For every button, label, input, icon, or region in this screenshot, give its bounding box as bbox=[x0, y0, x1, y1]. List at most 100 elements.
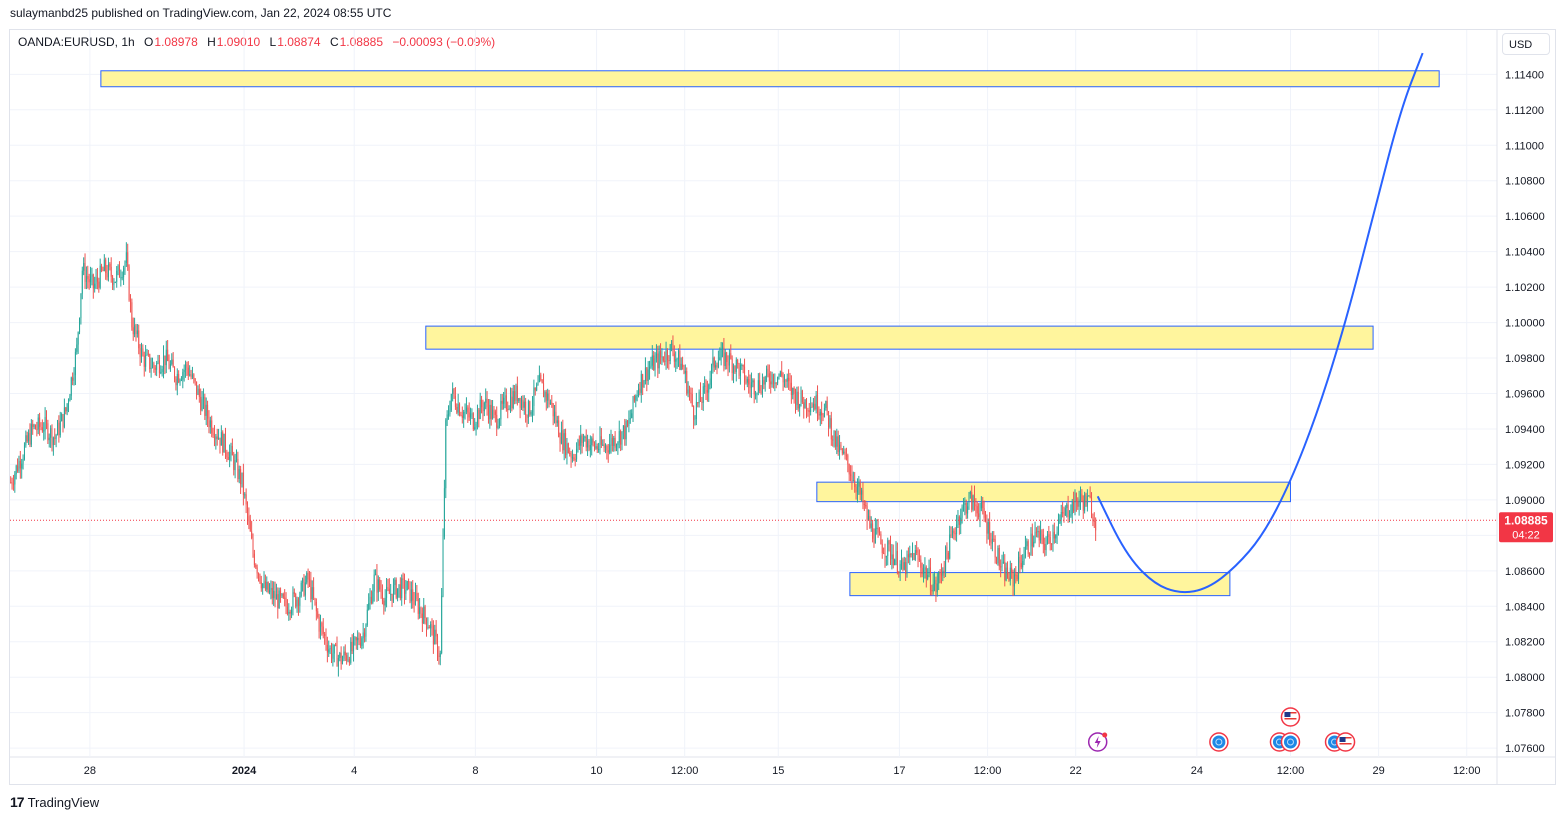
candle-body bbox=[394, 579, 396, 586]
candle-body bbox=[314, 598, 316, 602]
candle-body bbox=[744, 366, 746, 383]
projection-curve[interactable] bbox=[1096, 52, 1424, 594]
candle-body bbox=[310, 579, 312, 600]
candle-body bbox=[438, 655, 440, 657]
candle-body bbox=[698, 391, 700, 404]
candle-body bbox=[986, 522, 988, 534]
candle-body bbox=[881, 544, 883, 554]
time-axis: 28 2024 4 8 10 12:00 15 17 12:00 22 24 12:00 29 12:00 bbox=[84, 765, 1481, 777]
candle-body bbox=[596, 446, 598, 450]
chart-frame[interactable] bbox=[9, 29, 1556, 785]
candle-body bbox=[37, 417, 39, 430]
candle-body bbox=[157, 360, 159, 364]
candle-body bbox=[213, 435, 215, 440]
candle-body bbox=[1088, 495, 1090, 497]
candle-body bbox=[516, 385, 518, 401]
candle-body bbox=[472, 413, 474, 430]
candle-body bbox=[532, 405, 534, 413]
candle-body bbox=[759, 380, 761, 391]
candle-body bbox=[912, 552, 914, 555]
candle-body bbox=[15, 465, 17, 475]
candle-body bbox=[808, 410, 810, 413]
candle-body bbox=[556, 420, 558, 424]
candle-body bbox=[660, 351, 662, 358]
flag-stripe bbox=[1284, 718, 1297, 720]
candle-body bbox=[141, 348, 143, 358]
candle-body bbox=[490, 404, 492, 419]
candle-body bbox=[898, 572, 900, 574]
candle-body bbox=[478, 409, 480, 420]
globe-event-icon[interactable] bbox=[1209, 732, 1229, 752]
us-flag-event-icon[interactable] bbox=[1280, 707, 1301, 727]
candle-body bbox=[392, 585, 394, 601]
candle-body bbox=[603, 444, 605, 448]
candle-body bbox=[383, 600, 385, 606]
zone-rectangle[interactable] bbox=[425, 325, 1374, 350]
us-flag-event-icon[interactable] bbox=[1335, 732, 1356, 752]
candle-body bbox=[1034, 531, 1036, 542]
candle-body bbox=[380, 589, 382, 593]
candle-body bbox=[165, 349, 167, 366]
candle-body bbox=[885, 555, 887, 558]
candle-body bbox=[503, 397, 505, 404]
zone-rectangle[interactable] bbox=[100, 70, 1440, 88]
y-tick-label: 1.10400 bbox=[1505, 247, 1545, 259]
candle-body bbox=[771, 374, 773, 385]
candle-body bbox=[81, 270, 83, 294]
candle-body bbox=[840, 444, 842, 449]
candle-body bbox=[560, 430, 562, 444]
currency-button[interactable]: USD bbox=[1502, 33, 1550, 55]
candle-body bbox=[873, 538, 875, 544]
candle-body bbox=[746, 379, 748, 383]
candle-body bbox=[892, 554, 894, 566]
candle-body bbox=[894, 559, 896, 566]
candle-body bbox=[533, 387, 535, 406]
candle-body bbox=[793, 387, 795, 394]
candle-body bbox=[238, 469, 240, 480]
zone-rectangle[interactable] bbox=[849, 572, 1231, 597]
candle-body bbox=[1013, 574, 1015, 587]
candle-body bbox=[62, 414, 64, 427]
candle-body bbox=[1023, 556, 1025, 562]
candle-body bbox=[761, 380, 763, 394]
candle-body bbox=[442, 536, 444, 596]
candle-body bbox=[23, 445, 25, 459]
candle-body bbox=[494, 411, 496, 415]
candle-body bbox=[749, 384, 751, 388]
candle-body bbox=[537, 382, 539, 385]
globe-event-icon[interactable] bbox=[1280, 732, 1301, 752]
candle-body bbox=[399, 584, 401, 599]
candle-body bbox=[856, 486, 858, 493]
candle-body bbox=[570, 453, 572, 459]
candle-body bbox=[358, 637, 360, 643]
candle-body bbox=[733, 366, 735, 374]
candle-body bbox=[938, 573, 940, 584]
candle-body bbox=[406, 581, 408, 591]
y-tick-label: 1.08000 bbox=[1505, 672, 1545, 684]
candle-body bbox=[448, 414, 450, 416]
symbol-name[interactable]: OANDA:EURUSD, 1h bbox=[18, 35, 135, 49]
candle-body bbox=[87, 276, 89, 280]
candle-body bbox=[50, 428, 52, 438]
candle-body bbox=[164, 355, 166, 366]
candle-body bbox=[275, 594, 277, 600]
candle-body bbox=[343, 651, 345, 659]
candle-body bbox=[131, 302, 133, 328]
tradingview-logo[interactable]: 17 TradingView bbox=[10, 794, 99, 810]
candle-body bbox=[574, 459, 576, 461]
candle-body bbox=[1024, 546, 1026, 557]
candle-body bbox=[337, 657, 339, 667]
candle-body bbox=[701, 401, 703, 403]
lightning-event-icon[interactable] bbox=[1087, 732, 1108, 752]
candle-body bbox=[848, 464, 850, 475]
candle-body bbox=[41, 427, 43, 432]
candle-body bbox=[600, 436, 602, 445]
candle-body bbox=[964, 502, 966, 505]
candle-body bbox=[500, 400, 502, 420]
candle-body bbox=[635, 395, 637, 401]
candle-body bbox=[460, 415, 462, 417]
zone-rectangle[interactable] bbox=[816, 481, 1291, 503]
candle-body bbox=[1011, 567, 1013, 573]
candle-body bbox=[372, 591, 374, 604]
